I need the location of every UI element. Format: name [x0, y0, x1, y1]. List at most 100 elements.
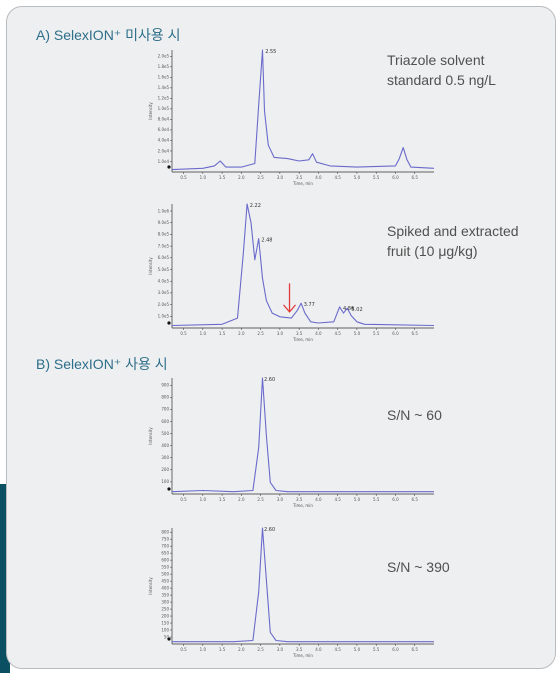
x-axis-label: Time, min [292, 337, 313, 342]
y-tick-label: 550 [161, 564, 169, 569]
y-tick-label: 650 [161, 550, 169, 555]
x-tick-label: 2.0 [238, 497, 245, 502]
y-tick-label: 1.4e5 [158, 85, 170, 90]
note-sn-60: S/N ~ 60 [387, 407, 442, 423]
x-tick-label: 5.5 [373, 331, 380, 336]
y-tick-label: 800 [161, 529, 169, 534]
x-tick-label: 6.5 [412, 497, 419, 502]
y-tick-label: 300 [161, 599, 169, 604]
x-tick-label: 4.0 [315, 175, 322, 180]
x-tick-label: 6.0 [392, 331, 399, 336]
y-tick-label: 250 [161, 606, 169, 611]
x-tick-label: 6.5 [412, 175, 419, 180]
y-axis-label: Intensity [148, 427, 153, 445]
x-tick-label: 5.5 [373, 175, 380, 180]
y-tick-label: 300 [161, 455, 169, 460]
x-tick-label: 4.5 [334, 497, 341, 502]
x-tick-label: 5.5 [373, 497, 380, 502]
x-tick-label: 1.5 [219, 331, 226, 336]
peak-label: 2.48 [261, 238, 272, 244]
y-tick-label: 1.8e5 [158, 64, 170, 69]
x-tick-label: 3.5 [296, 497, 303, 502]
x-tick-label: 3.0 [277, 497, 284, 502]
red-arrow-head [283, 304, 297, 313]
x-tick-label: 4.0 [315, 331, 322, 336]
x-tick-label: 3.5 [296, 175, 303, 180]
y-tick-label: 2.0e5 [158, 302, 170, 307]
y-tick-label: 700 [161, 407, 169, 412]
x-tick-label: 6.0 [392, 497, 399, 502]
x-tick-label: 6.0 [392, 647, 399, 652]
x-tick-label: 1.0 [200, 331, 207, 336]
axis-marker [167, 165, 171, 169]
chart-b-sn-60: 100 200 300 400 500 600 700 800 900 0.5 1.0 1.5 2.0 2… [148, 377, 434, 508]
chromatogram-trace [171, 49, 435, 171]
x-tick-label: 3.0 [277, 331, 284, 336]
y-tick-label: 1.0e5 [158, 106, 170, 111]
x-tick-label: 4.0 [315, 647, 322, 652]
x-tick-label: 3.5 [296, 331, 303, 336]
axis-marker [167, 321, 171, 325]
y-tick-label: 1.0e6 [158, 208, 170, 213]
y-tick-label: 8.0e4 [158, 117, 170, 122]
x-tick-label: 5.5 [373, 647, 380, 652]
peak-label: 3.77 [304, 302, 315, 308]
y-axis-label: Intensity [148, 577, 153, 595]
x-tick-label: 5.0 [354, 175, 361, 180]
note-sn-390: S/N ~ 390 [387, 559, 450, 575]
y-tick-label: 400 [161, 443, 169, 448]
y-axis-label: Intensity [148, 257, 153, 275]
note-spiked-fruit: Spiked and extracted fruit (10 μg/kg) [387, 223, 519, 259]
peak-label: 4.86 [343, 306, 354, 312]
figure-panel [6, 6, 556, 669]
peak-label: 5.02 [352, 307, 363, 313]
peak-label: 2.22 [250, 203, 261, 209]
axis-marker [167, 487, 171, 491]
y-tick-label: 900 [161, 383, 169, 388]
x-tick-label: 0.5 [180, 331, 187, 336]
chromatogram-trace [171, 203, 435, 327]
x-tick-label: 0.5 [180, 175, 187, 180]
x-tick-label: 2.5 [257, 647, 264, 652]
y-tick-label: 700 [161, 543, 169, 548]
x-tick-label: 3.5 [296, 647, 303, 652]
chart-a-spiked-fruit: 1.0e5 2.0e5 3.0e5 4.0e5 5.0e5 6.0e5 7.0e5 8.0e5… [148, 203, 435, 342]
peak-label: 2.60 [264, 527, 275, 533]
y-tick-label: 7.0e5 [158, 243, 170, 248]
y-tick-label: 200 [161, 467, 169, 472]
axis-marker [167, 637, 171, 641]
y-tick-label: 400 [161, 585, 169, 590]
chart-b-sn-390: 50 100 150 200 250 300 350 400 450 500 550 600 650 70… [148, 527, 434, 658]
x-tick-label: 4.0 [315, 497, 322, 502]
y-tick-label: 6.0e4 [158, 127, 170, 132]
y-tick-label: 100 [161, 627, 169, 632]
x-tick-label: 0.5 [180, 647, 187, 652]
y-tick-label: 5.0e5 [158, 267, 170, 272]
y-tick-label: 150 [161, 620, 169, 625]
x-tick-label: 3.0 [277, 647, 284, 652]
y-tick-label: 500 [161, 571, 169, 576]
x-tick-label: 2.5 [257, 175, 264, 180]
y-tick-label: 350 [161, 592, 169, 597]
x-tick-label: 1.5 [219, 497, 226, 502]
y-axis-label: Intensity [148, 102, 153, 120]
section-b-heading: B) SelexION⁺ 사용 시 [36, 356, 168, 372]
x-tick-label: 2.5 [257, 497, 264, 502]
y-tick-label: 500 [161, 431, 169, 436]
x-tick-label: 2.0 [238, 331, 245, 336]
x-tick-label: 5.0 [354, 331, 361, 336]
y-tick-label: 1.6e5 [158, 75, 170, 80]
y-tick-label: 6.0e5 [158, 255, 170, 260]
chromatogram-trace [171, 377, 434, 493]
x-tick-label: 1.5 [219, 647, 226, 652]
x-tick-label: 2.5 [257, 331, 264, 336]
x-axis-label: Time, min [292, 181, 313, 186]
note-solvent-standard: Triazole solvent standard 0.5 ng/L [387, 52, 496, 88]
y-tick-label: 100 [161, 479, 169, 484]
x-tick-label: 1.0 [200, 647, 207, 652]
x-tick-label: 3.0 [277, 175, 284, 180]
x-tick-label: 0.5 [180, 497, 187, 502]
x-tick-label: 1.0 [200, 175, 207, 180]
x-tick-label: 5.0 [354, 647, 361, 652]
x-tick-label: 6.5 [412, 647, 419, 652]
